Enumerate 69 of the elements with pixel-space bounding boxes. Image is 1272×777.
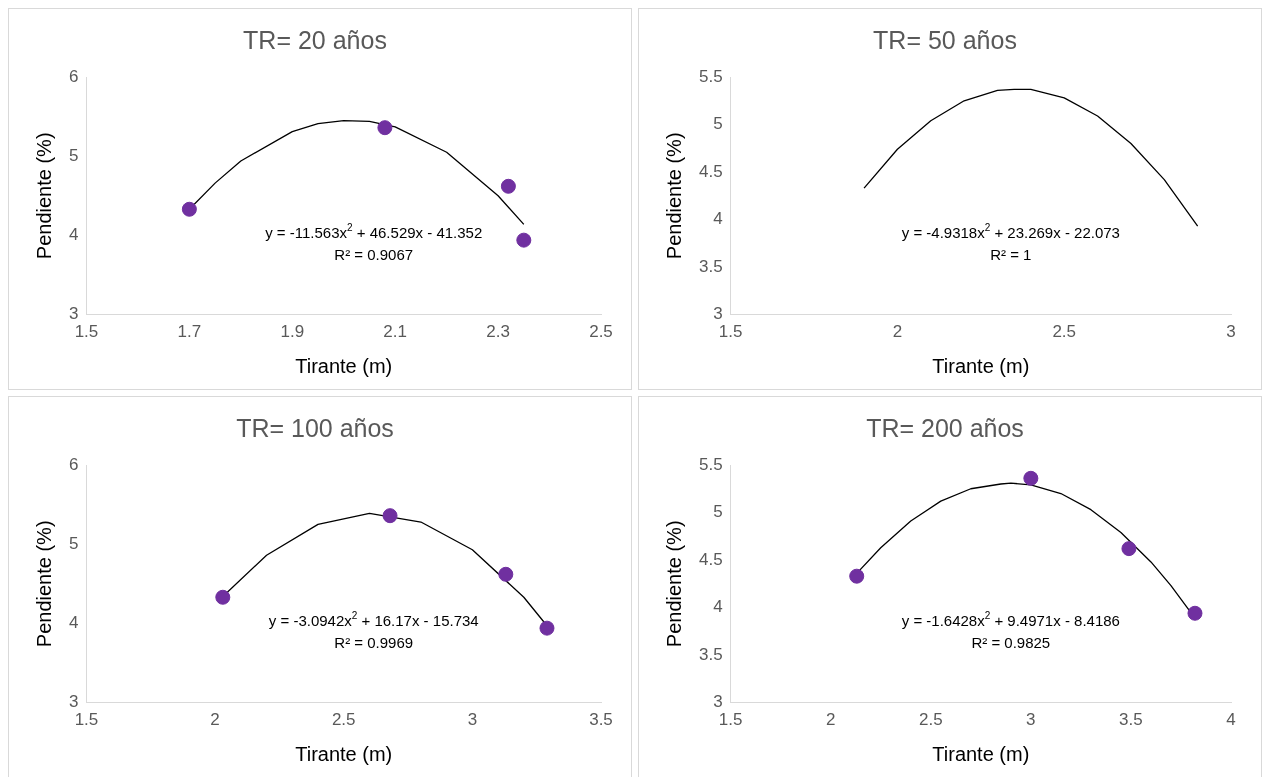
x-tick-label: 2.5 [918,710,943,730]
x-axis-title: Tirante (m) [295,354,393,377]
point [516,232,532,248]
y-tick-label: 4 [713,597,723,617]
x-tick-label: 1.9 [280,322,305,342]
chart-title: TR= 20 años [243,25,387,54]
x-tick-label: 3 [467,710,478,730]
x-tick-label: 2.3 [486,322,510,342]
x-tick-label: 3 [1026,710,1036,730]
y-axis-title: Pendiente (%) [662,520,685,648]
chart-title: TR= 50 años [873,25,1017,54]
y-tick-label: 3 [68,692,79,712]
x-tick-label: 1.5 [718,710,743,730]
y-tick-label: 6 [68,66,79,86]
chart-title: TR= 200 años [866,413,1024,442]
x-tick-label: 4 [1226,710,1236,730]
point [377,120,393,136]
chart-title: TR= 100 años [236,413,394,442]
y-axis-title: Pendiente (%) [32,520,55,648]
x-axis-title: Tirante (m) [295,742,393,765]
annotation: R² = 0.9969 [334,633,414,651]
point [539,620,555,636]
y-tick-label: 4 [68,613,79,633]
x-axis-title: Tirante (m) [932,742,1030,765]
y-axis-title: Pendiente (%) [32,132,55,260]
y-tick-label: 5 [713,502,723,522]
y-tick-label: 5.5 [698,66,723,86]
annotation: R² = 0.9825 [971,633,1051,651]
x-tick-label: 1.5 [74,322,99,342]
y-tick-label: 3 [713,304,723,324]
point [1121,541,1137,557]
point [1023,470,1039,486]
y-tick-label: 3.5 [698,256,723,276]
annotation: R² = 0.9067 [334,245,414,263]
x-tick-label: 1.5 [74,710,99,730]
x-tick-label: 2 [210,710,220,730]
x-tick-label: 2 [825,710,836,730]
y-tick-label: 4.5 [698,161,723,181]
point [849,568,865,584]
y-axis-title: Pendiente (%) [662,132,685,260]
x-tick-label: 1.7 [177,322,202,342]
y-tick-label: 3.5 [698,644,723,664]
x-axis-title: Tirante (m) [932,354,1030,377]
x-tick-label: 3.5 [1119,710,1143,730]
y-tick-label: 6 [68,454,79,474]
y-tick-label: 4 [713,209,723,229]
y-tick-label: 3 [713,692,723,712]
x-tick-label: 3.5 [589,710,613,730]
y-tick-label: 3 [68,304,79,324]
annotation: R² = 1 [990,245,1032,263]
point [382,508,398,524]
point [1187,605,1203,621]
y-tick-label: 5 [68,533,79,553]
y-tick-label: 5.5 [698,454,723,474]
y-tick-label: 5 [68,145,79,165]
y-tick-label: 4.5 [698,549,723,569]
x-tick-label: 2.5 [1052,322,1077,342]
point [500,178,516,194]
x-tick-label: 3 [1226,322,1236,342]
point [181,201,197,217]
x-tick-label: 1.5 [718,322,743,342]
x-tick-label: 2.5 [331,710,356,730]
y-tick-label: 4 [68,225,79,245]
x-tick-label: 2 [892,322,903,342]
y-tick-label: 5 [713,114,723,134]
x-tick-label: 2.1 [383,322,407,342]
x-tick-label: 2.5 [589,322,613,342]
point [498,566,514,582]
point [215,589,231,605]
